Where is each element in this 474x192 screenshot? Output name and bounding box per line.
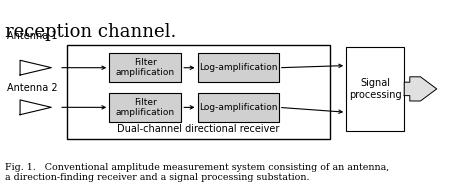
Bar bbox=[346, 47, 404, 131]
Text: Log-amplification: Log-amplification bbox=[199, 103, 277, 112]
Text: Signal
processing: Signal processing bbox=[349, 78, 401, 100]
Bar bbox=[67, 45, 330, 139]
Bar bbox=[109, 93, 181, 122]
Text: reception channel.: reception channel. bbox=[5, 23, 176, 41]
Text: Filter
amplification: Filter amplification bbox=[116, 98, 175, 117]
Polygon shape bbox=[404, 77, 437, 101]
Text: Filter
amplification: Filter amplification bbox=[116, 58, 175, 77]
Text: Fig. 1.   Conventional amplitude measurement system consisting of an antenna,
a : Fig. 1. Conventional amplitude measureme… bbox=[5, 163, 389, 182]
Bar bbox=[198, 93, 279, 122]
Bar bbox=[109, 53, 181, 82]
Text: Log-amplification: Log-amplification bbox=[199, 63, 277, 72]
Text: Dual-channel directional receiver: Dual-channel directional receiver bbox=[118, 124, 280, 134]
Text: Antenna 2: Antenna 2 bbox=[7, 83, 58, 93]
Polygon shape bbox=[20, 100, 51, 115]
Polygon shape bbox=[20, 60, 51, 75]
Text: Antenna 1: Antenna 1 bbox=[7, 31, 57, 41]
Bar bbox=[198, 53, 279, 82]
